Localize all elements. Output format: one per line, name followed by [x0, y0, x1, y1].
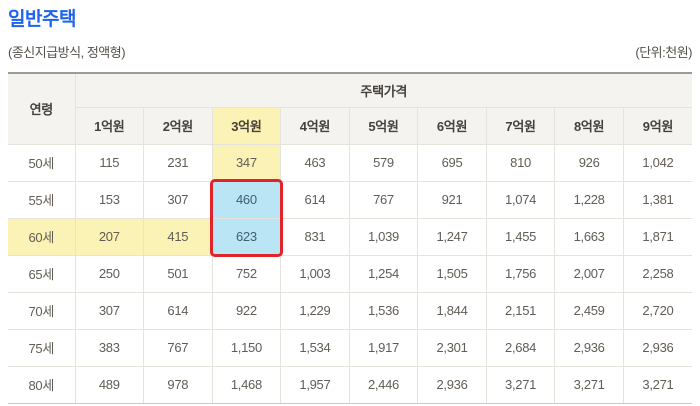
table-cell: 1,536 — [348, 291, 419, 330]
pension-table-wrapper: 연령 주택가격 1억원 2억원 3억원 4억원 5억원 6억원 7억원 8억원 9억원 50세 1… — [7, 72, 693, 404]
table-cell: 3,271 — [622, 365, 693, 404]
table-cell: 207 — [74, 217, 145, 256]
table-cell: 2,936 — [622, 328, 693, 367]
col-header-8: 8억원 — [554, 106, 624, 145]
payment-type-subtitle: (종신지급방식, 정액형) — [8, 45, 126, 60]
table-cell: 1,917 — [348, 328, 419, 367]
table-cell: 2,301 — [417, 328, 487, 367]
table-cell: 1,871 — [622, 217, 693, 256]
table-cell: 2,151 — [485, 291, 556, 330]
table-row-60세: 60세 207 415 623 831 1,039 1,247 1,455 1,663 1,871 — [7, 217, 693, 256]
table-cell: 922 — [211, 291, 282, 330]
table-cell: 752 — [211, 254, 282, 293]
table-cell: 810 — [485, 143, 556, 182]
table-row-50세: 50세 115 231 347 463 579 695 810 926 1,042 — [7, 143, 693, 182]
unit-note: (단위:천원) — [635, 45, 692, 60]
table-cell: 614 — [280, 180, 350, 219]
table-cell: 1,663 — [554, 217, 624, 256]
table-cell: 1,534 — [280, 328, 350, 367]
page-title: 일반주택 — [8, 9, 76, 30]
table-row-70세: 70세 307 614 922 1,229 1,536 1,844 2,151 2,459 2,7… — [7, 291, 693, 330]
table-cell: 1,039 — [348, 217, 419, 256]
table-cell: 1,228 — [554, 180, 624, 219]
table-cell: 463 — [280, 143, 350, 182]
table-cell: 2,446 — [348, 365, 419, 404]
table-cell: 614 — [143, 291, 213, 330]
col-header-1: 1억원 — [74, 106, 145, 145]
table-cell: 1,505 — [417, 254, 487, 293]
table-cell: 2,684 — [485, 328, 556, 367]
col-header-6: 6억원 — [417, 106, 487, 145]
table-cell: 767 — [143, 328, 213, 367]
header-group-row: 연령 주택가격 — [7, 72, 693, 145]
table-cell: 307 — [143, 180, 213, 219]
table-row-80세: 80세 489 978 1,468 1,957 2,446 2,936 3,271 3,271 3… — [7, 365, 693, 404]
table-cell: 978 — [143, 365, 213, 404]
row-label: 75세 — [7, 328, 76, 367]
table-cell: 1,042 — [622, 143, 693, 182]
table-cell: 307 — [74, 291, 145, 330]
table-row-65세: 65세 250 501 752 1,003 1,254 1,505 1,756 2,007 2,2… — [7, 254, 693, 293]
row-label: 60세 — [7, 217, 76, 256]
table-cell: 767 — [348, 180, 419, 219]
table-cell: 1,381 — [622, 180, 693, 219]
col-header-2: 2억원 — [143, 106, 213, 145]
table-cell: 623 — [211, 217, 282, 256]
table-cell: 2,459 — [554, 291, 624, 330]
table-cell: 2,258 — [622, 254, 693, 293]
table-cell: 231 — [143, 143, 213, 182]
table-cell: 153 — [74, 180, 145, 219]
table-cell: 1,468 — [211, 365, 282, 404]
table-cell: 1,150 — [211, 328, 282, 367]
col-header-5: 5억원 — [348, 106, 419, 145]
table-cell: 831 — [280, 217, 350, 256]
table-cell: 921 — [417, 180, 487, 219]
table-cell: 2,720 — [622, 291, 693, 330]
table-cell: 2,936 — [417, 365, 487, 404]
table-cell: 415 — [143, 217, 213, 256]
table-cell: 115 — [74, 143, 145, 182]
table-cell: 1,957 — [280, 365, 350, 404]
table-cell: 926 — [554, 143, 624, 182]
col-header-7: 7억원 — [485, 106, 556, 145]
table-cell: 460 — [211, 180, 282, 219]
col-header-9: 9억원 — [622, 106, 693, 145]
table-cell: 347 — [211, 143, 282, 182]
corner-header-age: 연령 — [7, 72, 76, 145]
group-header-house-price: 주택가격 — [74, 72, 693, 108]
table-cell: 1,844 — [417, 291, 487, 330]
table-cell: 1,003 — [280, 254, 350, 293]
table-cell: 250 — [74, 254, 145, 293]
row-label: 55세 — [7, 180, 76, 219]
table-cell: 1,247 — [417, 217, 487, 256]
table-cell: 1,756 — [485, 254, 556, 293]
table-cell: 501 — [143, 254, 213, 293]
col-header-3: 3억원 — [211, 106, 282, 145]
table-cell: 489 — [74, 365, 145, 404]
table-cell: 3,271 — [554, 365, 624, 404]
table-cell: 1,229 — [280, 291, 350, 330]
pension-payout-table: 연령 주택가격 1억원 2억원 3억원 4억원 5억원 6억원 7억원 8억원 9억원 50세 1… — [7, 72, 693, 404]
row-label: 80세 — [7, 365, 76, 404]
table-meta: (종신지급방식, 정액형) (단위:천원) — [8, 42, 692, 61]
table-cell: 1,254 — [348, 254, 419, 293]
table-cell: 579 — [348, 143, 419, 182]
table-cell: 383 — [74, 328, 145, 367]
table-row-55세: 55세 153 307 460 614 767 921 1,074 1,228 1,381 — [7, 180, 693, 219]
table-cell: 1,455 — [485, 217, 556, 256]
table-row-75세: 75세 383 767 1,150 1,534 1,917 2,301 2,684 2,936 2… — [7, 328, 693, 367]
row-label: 65세 — [7, 254, 76, 293]
table-cell: 1,074 — [485, 180, 556, 219]
col-header-4: 4억원 — [280, 106, 350, 145]
table-cell: 2,007 — [554, 254, 624, 293]
row-label: 70세 — [7, 291, 76, 330]
row-label: 50세 — [7, 143, 76, 182]
table-cell: 695 — [417, 143, 487, 182]
table-cell: 3,271 — [485, 365, 556, 404]
column-header-row: 1억원 2억원 3억원 4억원 5억원 6억원 7억원 8억원 9억원 — [8, 106, 693, 145]
table-cell: 2,936 — [554, 328, 624, 367]
